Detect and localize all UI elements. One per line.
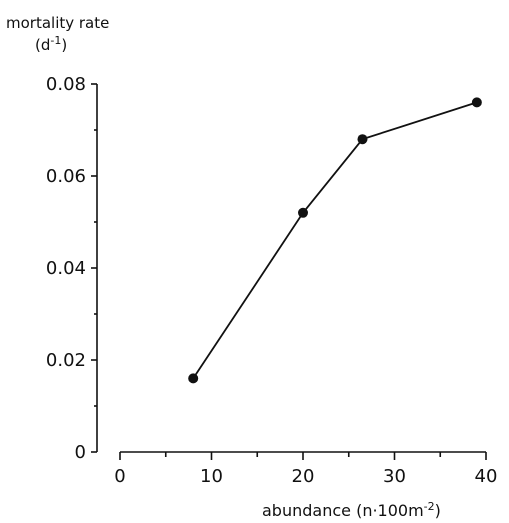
y-axis-title-superscript: -1 (50, 34, 61, 47)
x-tick-label: 30 (383, 466, 406, 487)
y-axis-title-line-1: mortality rate (6, 14, 109, 32)
x-axis-title-superscript: -2 (424, 500, 435, 513)
y-axis-title-close: ) (61, 36, 67, 54)
y-tick-label: 0.06 (46, 166, 86, 187)
x-tick-label: 40 (475, 466, 498, 487)
y-tick-label: 0.04 (46, 258, 86, 279)
y-tick-label: 0.02 (46, 350, 86, 371)
x-tick-label: 0 (114, 466, 125, 487)
x-axis-title: abundance (n·100m-2) (262, 500, 441, 520)
y-tick-label: 0 (75, 442, 86, 463)
data-point (357, 134, 368, 145)
data-point (298, 207, 308, 218)
data-point (471, 97, 482, 108)
data-point (188, 373, 199, 384)
x-tick-label: 10 (200, 466, 223, 487)
ticks-layer: 0 0.02 0.04 0.06 0.08 0 10 20 30 40 (46, 74, 498, 487)
series-layer (188, 97, 482, 384)
y-axis-title-line-2: (d-1) (35, 34, 67, 54)
series-line (192, 101, 478, 379)
x-tick-label: 20 (292, 466, 315, 487)
y-axis-title-unit: (d (35, 36, 50, 54)
y-tick-label: 0.08 (46, 74, 86, 95)
x-axis-title-main: abundance (n·100m (262, 501, 424, 520)
x-axis-title-close: ) (435, 501, 441, 520)
